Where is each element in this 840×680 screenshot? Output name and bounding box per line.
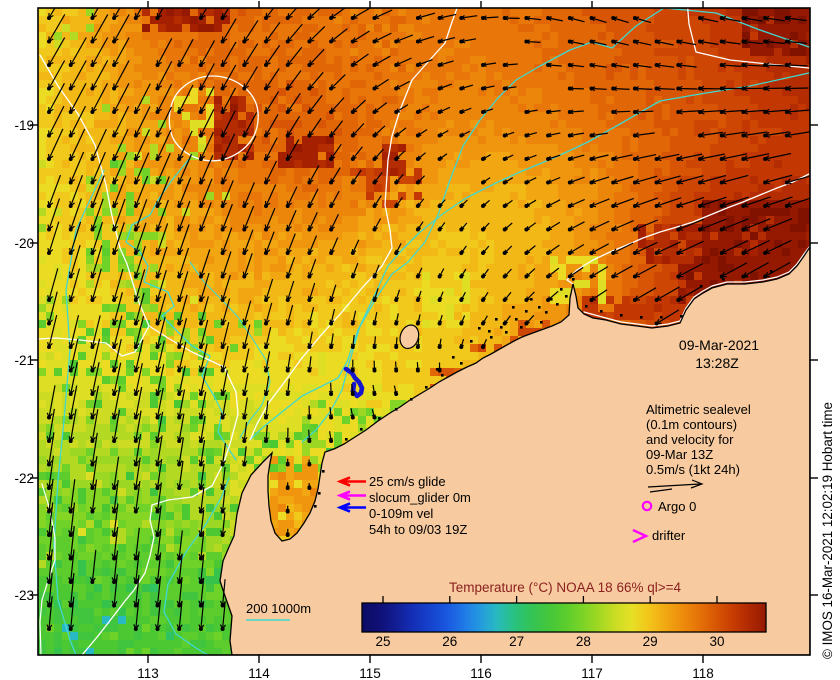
svg-text:09-Mar-2021: 09-Mar-2021 bbox=[679, 337, 759, 353]
svg-text:-23: -23 bbox=[14, 588, 34, 603]
svg-text:26: 26 bbox=[442, 634, 457, 649]
svg-text:114: 114 bbox=[248, 666, 270, 680]
svg-text:0-109m vel: 0-109m vel bbox=[369, 506, 433, 521]
svg-text:-21: -21 bbox=[14, 353, 34, 368]
svg-text:0.5m/s (1kt 24h): 0.5m/s (1kt 24h) bbox=[646, 462, 740, 477]
svg-text:116: 116 bbox=[470, 666, 492, 680]
svg-text:Temperature (°C) NOAA 18 66% q: Temperature (°C) NOAA 18 66% ql>=4 bbox=[449, 580, 682, 595]
svg-text:© IMOS 16-Mar-2021 12:02:19 Ho: © IMOS 16-Mar-2021 12:02:19 Hobart time bbox=[820, 402, 835, 659]
svg-text:slocum_glider 0m: slocum_glider 0m bbox=[369, 490, 471, 505]
svg-text:30: 30 bbox=[709, 634, 724, 649]
svg-text:-22: -22 bbox=[14, 471, 34, 486]
svg-text:25: 25 bbox=[375, 634, 390, 649]
svg-text:27: 27 bbox=[509, 634, 524, 649]
svg-text:drifter: drifter bbox=[652, 528, 686, 543]
svg-text:-20: -20 bbox=[14, 236, 34, 251]
svg-text:113: 113 bbox=[137, 666, 159, 680]
svg-text:28: 28 bbox=[576, 634, 591, 649]
svg-text:Argo 0: Argo 0 bbox=[658, 499, 696, 514]
svg-text:Altimetric sealevel: Altimetric sealevel bbox=[646, 402, 751, 417]
svg-text:09-Mar 13Z: 09-Mar 13Z bbox=[646, 447, 713, 462]
svg-text:54h to 09/03 19Z: 54h to 09/03 19Z bbox=[369, 522, 467, 537]
svg-text:13:28Z: 13:28Z bbox=[695, 355, 739, 371]
svg-text:118: 118 bbox=[692, 666, 714, 680]
svg-text:200 1000m: 200 1000m bbox=[246, 601, 311, 616]
svg-text:115: 115 bbox=[359, 666, 381, 680]
svg-text:117: 117 bbox=[581, 666, 603, 680]
svg-text:(0.1m contours): (0.1m contours) bbox=[646, 417, 737, 432]
svg-text:-19: -19 bbox=[14, 118, 34, 133]
svg-text:and velocity for: and velocity for bbox=[646, 432, 734, 447]
svg-text:25 cm/s glide: 25 cm/s glide bbox=[369, 474, 446, 489]
svg-text:29: 29 bbox=[643, 634, 658, 649]
